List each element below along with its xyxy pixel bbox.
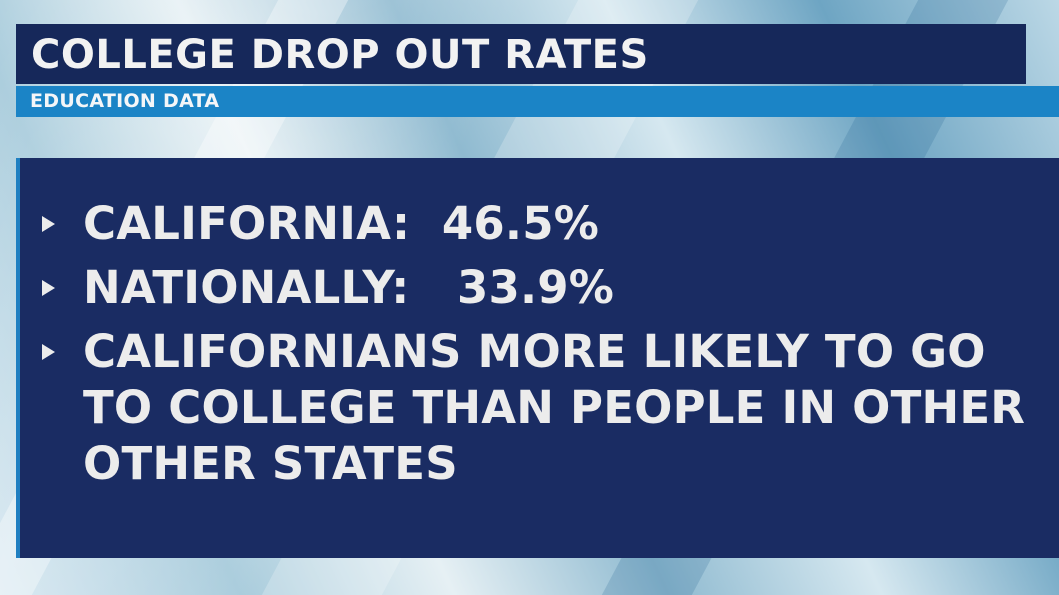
bullet-item-nationally: NATIONALLY: 33.9% — [42, 260, 1025, 316]
bullet-item-california: CALIFORNIA: 46.5% — [42, 196, 1025, 252]
page-subtitle: EDUCATION DATA — [30, 90, 220, 112]
bullet-text: CALIFORNIANS MORE LIKELY TO GO TO COLLEG… — [83, 325, 1026, 490]
triangle-bullet-icon — [42, 280, 55, 296]
bullet-item-californians: CALIFORNIANS MORE LIKELY TO GO TO COLLEG… — [42, 324, 1025, 492]
subtitle-bar: EDUCATION DATA — [16, 86, 1059, 117]
bullet-text: CALIFORNIA: 46.5% — [83, 197, 600, 250]
content-panel: CALIFORNIA: 46.5% NATIONALLY: 33.9% CALI… — [16, 158, 1059, 558]
title-bar: COLLEGE DROP OUT RATES — [16, 24, 1026, 84]
bullet-list: CALIFORNIA: 46.5% NATIONALLY: 33.9% CALI… — [42, 196, 1025, 500]
page-title: COLLEGE DROP OUT RATES — [31, 32, 649, 78]
bullet-text: NATIONALLY: 33.9% — [83, 261, 615, 314]
triangle-bullet-icon — [42, 216, 55, 232]
triangle-bullet-icon — [42, 344, 55, 360]
